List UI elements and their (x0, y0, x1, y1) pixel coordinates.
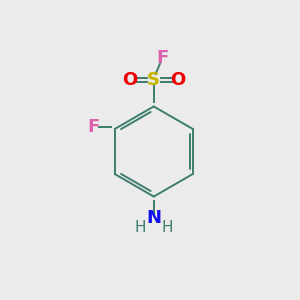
Text: H: H (161, 220, 173, 235)
Text: F: F (157, 49, 169, 67)
Text: H: H (135, 220, 146, 235)
Text: O: O (122, 71, 137, 89)
Text: N: N (146, 209, 161, 227)
Text: S: S (147, 71, 160, 89)
Text: O: O (170, 71, 186, 89)
Text: F: F (88, 118, 100, 136)
